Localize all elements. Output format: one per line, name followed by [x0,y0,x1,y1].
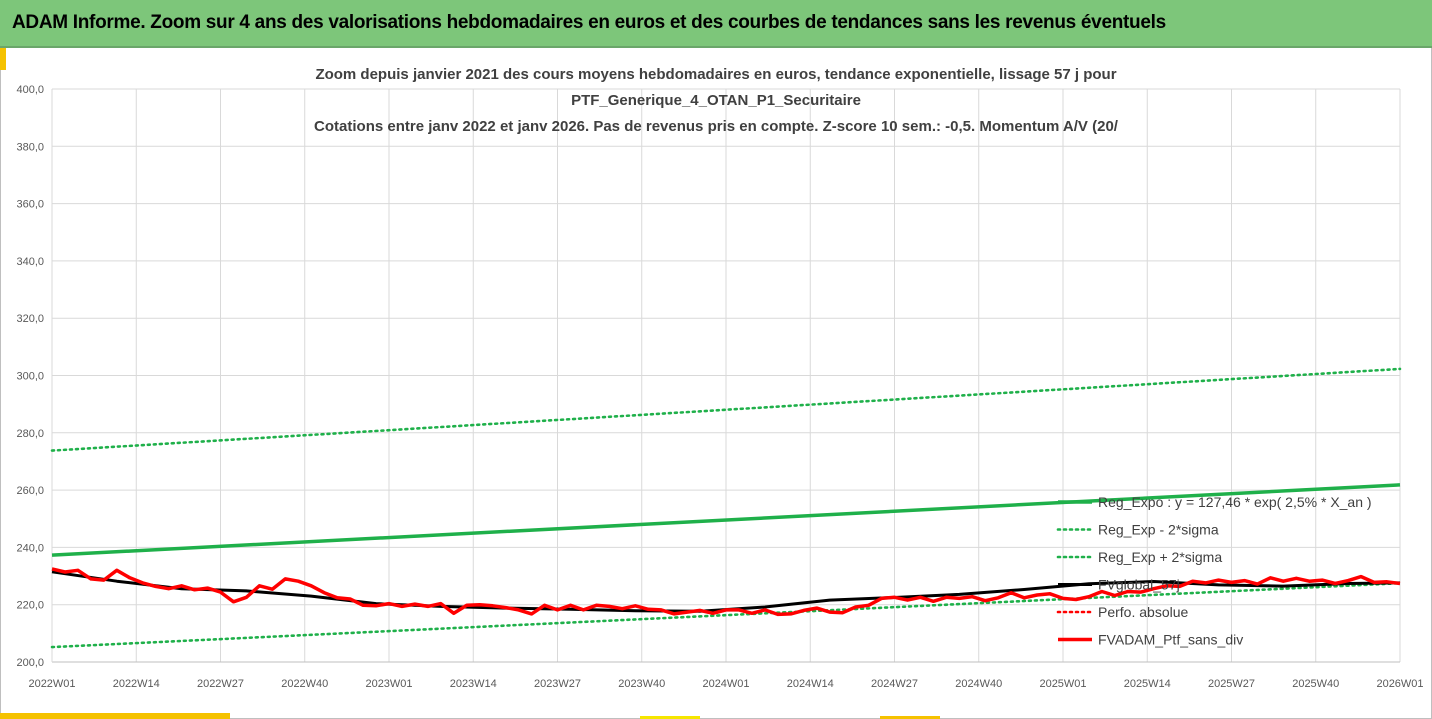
x-tick-label: 2025W40 [1292,678,1339,690]
legend-label: Reg_Exp + 2*sigma [1098,549,1222,565]
x-tick-label: 2024W40 [955,678,1002,690]
x-tick-label: 2022W40 [281,678,328,690]
x-tick-label: 2024W01 [702,678,749,690]
header-banner: ADAM Informe. Zoom sur 4 ans des valoris… [0,0,1432,48]
series-fvadam-ptf-sans-div [51,567,1401,617]
accent-bar-bottom-right [880,716,940,719]
legend-label: FVADAM_Ptf_sans_div [1098,632,1243,648]
series-reg-expo-y-127-46-exp-2-5-x-an [51,483,1401,557]
accent-bar-bottom-mid [640,716,700,719]
y-tick-label: 200,0 [16,657,44,669]
x-tick-label: 2023W01 [365,678,412,690]
accent-bar-left [0,48,6,70]
banner-title: ADAM Informe. Zoom sur 4 ans des valoris… [12,12,1166,33]
series-layer [50,367,1402,649]
legend-label: Reg_Expo : y = 127,46 * exp( 2,5% * X_an… [1098,494,1372,510]
x-tick-label: 2024W27 [871,678,918,690]
chart-title-line-3: Cotations entre janv 2022 et janv 2026. … [314,118,1118,135]
x-tick-label: 2024W14 [787,678,834,690]
y-tick-label: 340,0 [16,256,44,268]
x-tick-label: 2025W14 [1124,678,1171,690]
grid-layer [51,88,1401,663]
y-tick-label: 320,0 [16,313,44,325]
x-tick-label: 2023W40 [618,678,665,690]
y-tick-label: 220,0 [16,600,44,612]
x-tick-label: 2022W01 [28,678,75,690]
y-tick-label: 240,0 [16,542,44,554]
x-tick-label: 2022W14 [113,678,160,690]
x-tick-label: 2023W14 [450,678,497,690]
y-tick-label: 360,0 [16,199,44,211]
series-reg-exp-2-sigma [50,367,1402,452]
y-tick-label: 380,0 [16,141,44,153]
legend-label: Reg_Exp - 2*sigma [1098,522,1219,538]
legend-label: Perfo. absolue [1098,604,1188,620]
axis-layer: 200,0 220,0 240,0 260,0 280,0 300,0 320,0 340,0… [16,84,1423,690]
x-tick-label: 2023W27 [534,678,581,690]
x-tick-label: 2022W27 [197,678,244,690]
y-tick-label: 260,0 [16,485,44,497]
x-tick-label: 2025W27 [1208,678,1255,690]
legend: Reg_Expo : y = 127,46 * exp( 2,5% * X_an… [1056,494,1372,648]
chart-title-line-2: PTF_Generique_4_OTAN_P1_Securitaire [571,92,861,109]
x-tick-label: 2026W01 [1376,678,1423,690]
legend-label: FVglobal_57j [1098,577,1180,593]
accent-bar-bottom [0,713,230,719]
series-reg-exp-2-sigma [50,581,1402,649]
y-tick-label: 400,0 [16,84,44,96]
chart-title-line-1: Zoom depuis janvier 2021 des cours moyen… [315,66,1117,83]
x-tick-label: 2025W01 [1039,678,1086,690]
y-tick-label: 300,0 [16,371,44,383]
y-tick-label: 280,0 [16,428,44,440]
